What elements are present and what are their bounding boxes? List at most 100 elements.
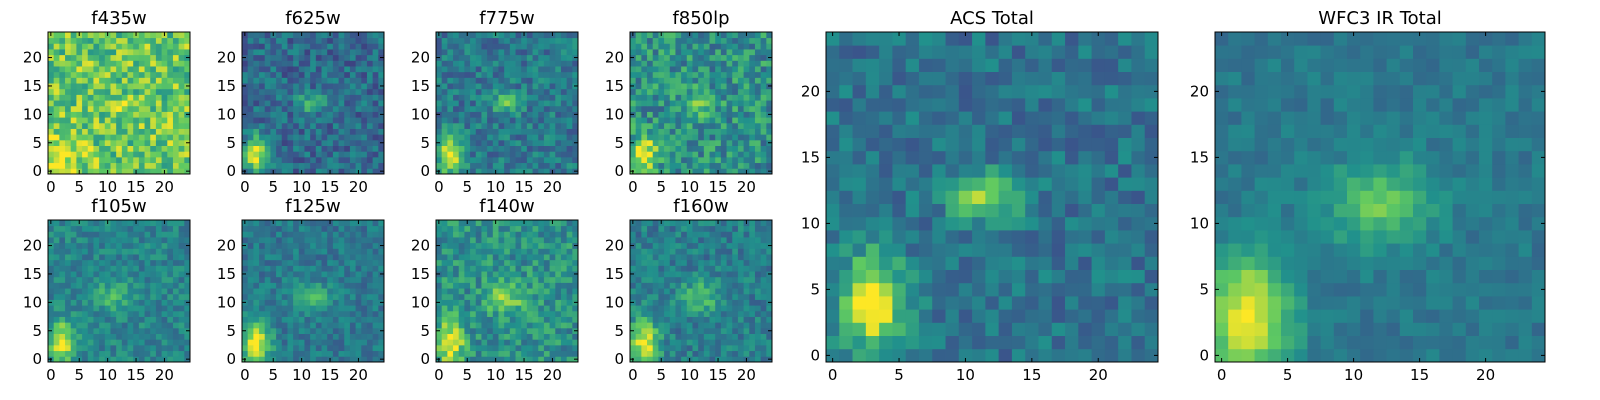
- heatmap-cell: [144, 111, 151, 118]
- heatmap-cell: [560, 139, 568, 146]
- heatmap-cell: [743, 288, 750, 295]
- heatmap-cell: [349, 327, 356, 334]
- heatmap-cell: [110, 242, 117, 249]
- heatmap-cell: [487, 237, 494, 244]
- heatmap-cell: [492, 265, 499, 272]
- heatmap-cell: [304, 271, 311, 278]
- heatmap-cell: [242, 88, 249, 95]
- heatmap-cell: [264, 162, 271, 169]
- heatmap-cell: [338, 145, 345, 152]
- heatmap-cell: [664, 43, 671, 50]
- heatmap-cell: [264, 271, 271, 278]
- heatmap-cell: [355, 88, 362, 95]
- heatmap-cell: [315, 327, 322, 334]
- heatmap-cell: [138, 259, 145, 266]
- heatmap-cell: [647, 49, 654, 56]
- heatmap-cell: [150, 248, 157, 255]
- heatmap-cell: [121, 117, 128, 124]
- heatmap-cell: [487, 265, 494, 272]
- heatmap-cell: [172, 60, 180, 67]
- heatmap-cell: [703, 60, 710, 67]
- heatmap-cell: [172, 350, 180, 357]
- heatmap-cell: [82, 299, 89, 306]
- heatmap-cell: [515, 356, 522, 363]
- heatmap-cell: [669, 344, 676, 352]
- heatmap-cell: [287, 139, 294, 146]
- heatmap-cell: [70, 49, 77, 56]
- heatmap-cell: [155, 156, 162, 164]
- heatmap-cell: [760, 293, 767, 300]
- heatmap-cell: [715, 305, 722, 312]
- heatmap-cell: [65, 225, 72, 232]
- heatmap-cell: [560, 310, 568, 317]
- heatmap-cell: [344, 37, 351, 44]
- heatmap-cell: [453, 162, 460, 169]
- heatmap-cell: [70, 282, 77, 289]
- heatmap-cell: [167, 139, 174, 146]
- heatmap-cell: [647, 66, 654, 73]
- x-tick-label: 0: [628, 178, 638, 196]
- heatmap-cell: [732, 322, 739, 329]
- heatmap-cell: [338, 242, 345, 249]
- heatmap-cell: [560, 134, 568, 141]
- heatmap-cell: [475, 32, 482, 39]
- heatmap-cell: [647, 156, 654, 164]
- heatmap-cell: [144, 151, 151, 158]
- heatmap-cell: [304, 350, 311, 357]
- heatmap-cell: [652, 128, 659, 135]
- heatmap-cell: [172, 66, 180, 73]
- heatmap-cell: [675, 49, 682, 56]
- heatmap-cell: [549, 248, 556, 255]
- heatmap-cell: [504, 54, 511, 61]
- heatmap-cell: [104, 37, 111, 44]
- heatmap-cell: [630, 100, 637, 107]
- heatmap-cell: [304, 288, 311, 295]
- heatmap-cell: [372, 259, 379, 266]
- heatmap-cell: [304, 54, 311, 61]
- heatmap-cell: [549, 299, 556, 306]
- heatmap-cell: [59, 282, 66, 289]
- heatmap-cell: [681, 333, 688, 340]
- heatmap-cell: [270, 339, 277, 346]
- heatmap-cell: [355, 156, 362, 164]
- heatmap-cell: [293, 310, 300, 317]
- heatmap-cell: [436, 162, 443, 169]
- heatmap-cell: [150, 242, 157, 249]
- heatmap-cell: [743, 83, 750, 90]
- heatmap-cell: [658, 71, 665, 78]
- heatmap-cell: [658, 134, 665, 141]
- heatmap-cell: [675, 43, 682, 50]
- heatmap-cell: [732, 134, 739, 141]
- heatmap-cell: [298, 111, 305, 118]
- heatmap-cell: [276, 43, 283, 50]
- heatmap-cell: [447, 105, 454, 112]
- heatmap-cell: [338, 327, 345, 334]
- heatmap-cell: [247, 282, 254, 289]
- heatmap-cell: [737, 54, 744, 61]
- heatmap-cell: [726, 333, 733, 340]
- heatmap-cell: [515, 77, 522, 84]
- heatmap-cell: [664, 299, 671, 306]
- heatmap-cell: [641, 271, 648, 278]
- heatmap-cell: [259, 225, 266, 232]
- heatmap-cell: [686, 151, 693, 158]
- heatmap-cell: [327, 60, 334, 67]
- heatmap-cell: [104, 128, 111, 135]
- heatmap-cell: [178, 248, 185, 255]
- heatmap-cell: [641, 94, 648, 101]
- heatmap-cell: [82, 350, 89, 357]
- heatmap-cell: [635, 43, 642, 50]
- heatmap-cell: [464, 225, 471, 232]
- heatmap-cell: [355, 105, 362, 112]
- heatmap-cell: [276, 265, 283, 272]
- heatmap-cell: [754, 54, 762, 61]
- heatmap-cell: [349, 265, 356, 272]
- heatmap-cell: [647, 333, 654, 340]
- heatmap-cell: [447, 242, 454, 249]
- heatmap-cell: [110, 37, 117, 44]
- heatmap-cell: [458, 139, 465, 146]
- heatmap-cell: [332, 151, 339, 158]
- heatmap-cell: [549, 265, 556, 272]
- heatmap-cell: [555, 356, 562, 363]
- heatmap-cell: [161, 248, 168, 255]
